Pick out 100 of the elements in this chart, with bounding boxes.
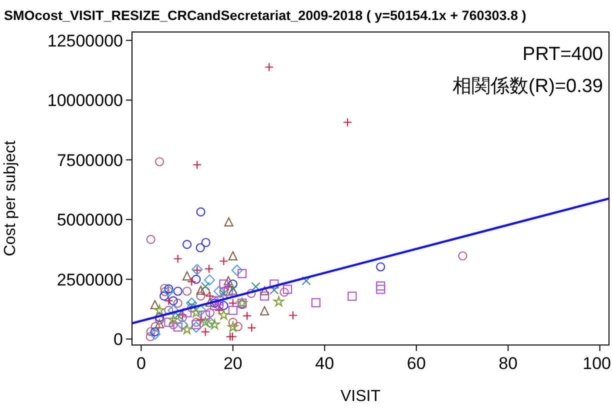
point bbox=[196, 207, 206, 216]
x-tick-label: 0 bbox=[136, 354, 146, 373]
point bbox=[196, 286, 206, 295]
point bbox=[196, 291, 206, 301]
point bbox=[149, 328, 160, 340]
point bbox=[260, 291, 270, 301]
point bbox=[190, 322, 202, 333]
point bbox=[178, 310, 187, 320]
point bbox=[282, 284, 292, 294]
point bbox=[273, 296, 284, 306]
point bbox=[242, 311, 252, 320]
point bbox=[280, 288, 289, 297]
point bbox=[168, 320, 178, 330]
point bbox=[233, 322, 242, 332]
point bbox=[154, 304, 165, 315]
point bbox=[214, 296, 224, 306]
point bbox=[182, 308, 192, 318]
x-tick-label: 100 bbox=[582, 354, 611, 373]
point bbox=[214, 286, 225, 297]
point bbox=[247, 323, 256, 332]
point bbox=[186, 298, 198, 309]
point bbox=[200, 327, 210, 336]
point bbox=[200, 282, 210, 292]
x-tick-label: 80 bbox=[498, 354, 518, 373]
annotation: PRT=400 bbox=[522, 44, 603, 65]
point bbox=[160, 291, 169, 301]
point bbox=[270, 285, 279, 295]
point bbox=[163, 286, 174, 297]
point bbox=[376, 281, 386, 291]
point bbox=[196, 243, 205, 252]
point bbox=[164, 284, 174, 294]
point bbox=[376, 262, 386, 272]
point bbox=[288, 310, 298, 320]
point bbox=[270, 280, 279, 289]
x-tick-label: 20 bbox=[223, 354, 242, 373]
point bbox=[190, 307, 202, 318]
point bbox=[195, 304, 206, 316]
point bbox=[192, 274, 201, 284]
point bbox=[164, 296, 174, 306]
point bbox=[173, 298, 182, 308]
point bbox=[146, 332, 155, 342]
point bbox=[173, 322, 182, 332]
point bbox=[458, 251, 468, 260]
point bbox=[168, 314, 179, 325]
point bbox=[204, 264, 214, 274]
point bbox=[154, 312, 164, 322]
point bbox=[182, 324, 192, 334]
point bbox=[178, 312, 187, 322]
y-tick-label: 10000000 bbox=[47, 91, 123, 110]
point bbox=[150, 300, 160, 310]
y-tick-label: 2500000 bbox=[56, 270, 123, 290]
point bbox=[200, 316, 211, 327]
point bbox=[160, 287, 170, 296]
point bbox=[150, 322, 160, 332]
point bbox=[214, 301, 224, 310]
point bbox=[246, 288, 256, 298]
point bbox=[173, 286, 182, 296]
point bbox=[201, 238, 210, 248]
point bbox=[231, 264, 243, 276]
point bbox=[302, 276, 311, 286]
y-tick-label: 12500000 bbox=[47, 31, 123, 50]
y-tick-label: 5000000 bbox=[56, 210, 123, 230]
point bbox=[182, 286, 192, 296]
y-tick-label: 0 bbox=[114, 330, 123, 350]
point bbox=[173, 254, 182, 264]
point bbox=[200, 310, 210, 320]
point bbox=[228, 322, 238, 332]
point bbox=[226, 332, 235, 342]
x-tick-label: 60 bbox=[406, 354, 426, 373]
point bbox=[219, 256, 228, 266]
point bbox=[238, 269, 247, 278]
x-tick-label: 40 bbox=[315, 354, 334, 373]
point bbox=[224, 276, 233, 286]
point bbox=[164, 306, 174, 315]
point bbox=[176, 319, 188, 330]
point bbox=[228, 298, 238, 308]
point bbox=[224, 217, 234, 226]
point bbox=[228, 306, 238, 315]
point bbox=[182, 271, 192, 280]
point bbox=[260, 286, 270, 296]
point bbox=[228, 251, 238, 260]
y-axis-title: Cost per subject bbox=[2, 140, 19, 256]
point bbox=[168, 304, 179, 316]
point bbox=[209, 319, 220, 330]
point bbox=[219, 280, 228, 289]
point bbox=[219, 301, 228, 310]
point bbox=[219, 289, 228, 298]
point bbox=[218, 310, 230, 320]
point bbox=[200, 286, 210, 296]
point bbox=[187, 301, 196, 310]
point bbox=[260, 306, 270, 316]
point bbox=[204, 274, 216, 286]
point bbox=[204, 316, 216, 328]
point bbox=[154, 157, 164, 166]
y-tick-label: 7500000 bbox=[56, 150, 123, 170]
point bbox=[160, 284, 170, 293]
point bbox=[182, 240, 192, 249]
point bbox=[192, 320, 201, 330]
point bbox=[343, 118, 352, 127]
point bbox=[154, 319, 164, 328]
